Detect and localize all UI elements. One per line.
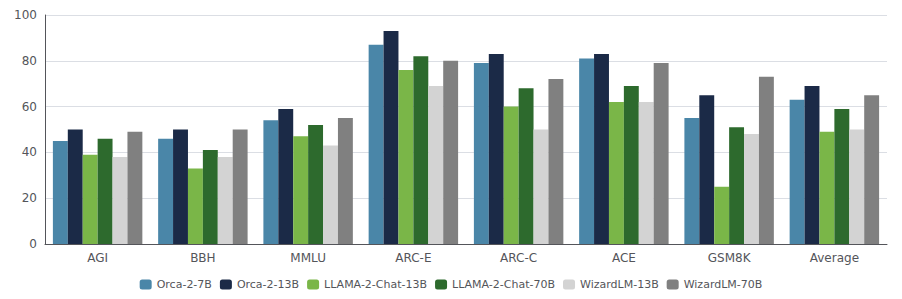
svg-text:WizardLM-13B: WizardLM-13B xyxy=(580,278,659,291)
svg-text:40: 40 xyxy=(22,145,37,159)
svg-text:ACE: ACE xyxy=(612,251,636,265)
svg-text:BBH: BBH xyxy=(190,251,216,265)
svg-text:20: 20 xyxy=(22,191,37,205)
svg-text:GSM8K: GSM8K xyxy=(708,251,752,265)
svg-text:LLAMA-2-Chat-13B: LLAMA-2-Chat-13B xyxy=(324,278,427,291)
svg-text:100: 100 xyxy=(14,8,37,22)
svg-text:AGI: AGI xyxy=(87,251,108,265)
svg-text:ARC-E: ARC-E xyxy=(395,251,431,265)
svg-text:ARC-C: ARC-C xyxy=(500,251,537,265)
svg-text:Average: Average xyxy=(810,251,859,265)
svg-text:Orca-2-7B: Orca-2-7B xyxy=(157,278,212,291)
svg-text:0: 0 xyxy=(29,237,37,251)
svg-text:Orca-2-13B: Orca-2-13B xyxy=(237,278,299,291)
svg-text:MMLU: MMLU xyxy=(290,251,326,265)
svg-text:WizardLM-70B: WizardLM-70B xyxy=(684,278,763,291)
svg-text:LLAMA-2-Chat-70B: LLAMA-2-Chat-70B xyxy=(452,278,555,291)
svg-text:60: 60 xyxy=(22,100,37,114)
svg-text:80: 80 xyxy=(22,54,37,68)
